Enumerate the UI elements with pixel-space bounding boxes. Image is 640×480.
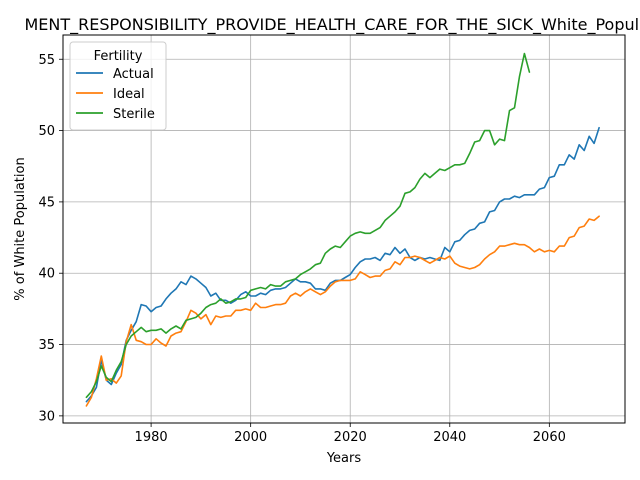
x-axis: 1980 2000 2020 2040 2060	[135, 423, 566, 445]
series-line-ideal	[85, 215, 600, 407]
series-line-sterile	[85, 52, 531, 399]
plot-frame	[62, 34, 626, 424]
y-tick-label: 55	[38, 53, 55, 68]
legend-label: Sterile	[113, 107, 155, 122]
y-axis-label: % of White Population	[13, 157, 28, 300]
x-tick-label: 2040	[433, 430, 466, 445]
x-tick-label: 1980	[135, 430, 168, 445]
legend-item-ideal: Ideal	[76, 87, 145, 102]
legend-item-actual: Actual	[76, 67, 154, 82]
x-tick-label: 2000	[234, 430, 267, 445]
x-tick-label: 2020	[334, 430, 367, 445]
y-tick-label: 40	[38, 267, 55, 282]
y-tick-label: 35	[38, 338, 55, 353]
y-axis: 30 35 40 45 50 55	[38, 53, 63, 424]
x-tick-label: 2060	[533, 430, 566, 445]
grid	[63, 35, 625, 423]
legend-label: Actual	[113, 67, 154, 82]
series-layer	[85, 52, 600, 407]
chart-title: MENT_RESPONSIBILITY_PROVIDE_HEALTH_CARE_…	[24, 15, 640, 35]
y-tick-label: 45	[38, 195, 55, 210]
legend: Fertility Actual Ideal Sterile	[69, 41, 167, 131]
legend-box	[69, 41, 167, 131]
y-tick-label: 50	[38, 124, 55, 139]
legend-item-sterile: Sterile	[76, 107, 155, 122]
legend-title: Fertility	[94, 49, 143, 64]
legend-entries: Actual Ideal Sterile	[76, 67, 155, 122]
x-axis-label: Years	[326, 451, 362, 466]
series-line-actual	[85, 126, 600, 403]
legend-label: Ideal	[113, 87, 145, 102]
y-tick-label: 30	[38, 409, 55, 424]
